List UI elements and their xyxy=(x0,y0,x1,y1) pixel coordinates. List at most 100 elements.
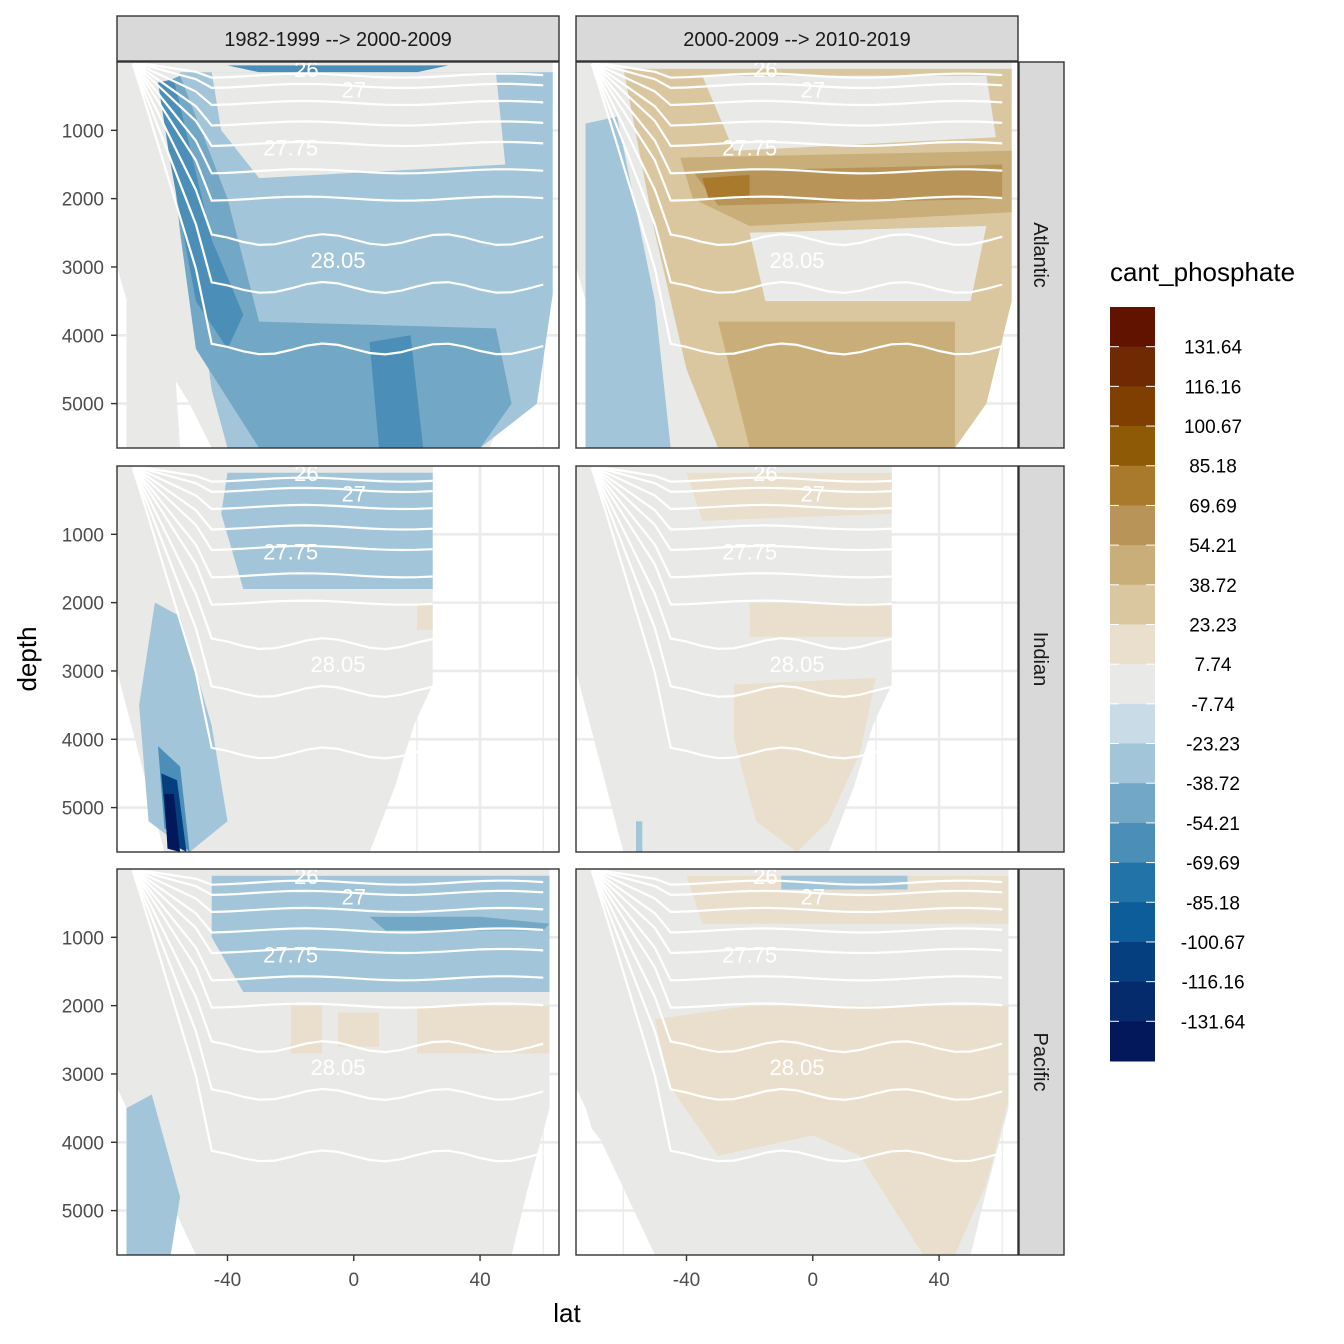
legend-label: 100.67 xyxy=(1184,417,1242,438)
contour-fill xyxy=(164,793,181,852)
isopycnal-line xyxy=(132,466,433,483)
isopycnal-label: 27.75 xyxy=(263,942,318,967)
contour-fill xyxy=(126,103,181,448)
isopycnal-line xyxy=(590,63,1003,295)
isopycnal-line xyxy=(131,467,433,760)
y-tick-label: 3000 xyxy=(62,1065,104,1086)
legend-label: -100.67 xyxy=(1181,933,1245,954)
isopycnal-label: 26 xyxy=(753,57,777,82)
legend-label: 7.74 xyxy=(1195,655,1232,676)
isopycnal-line xyxy=(132,63,544,127)
isopycnal-line xyxy=(591,62,1003,107)
isopycnal-label: 26 xyxy=(294,461,318,486)
legend-swatch xyxy=(1110,862,1155,903)
col-strip-1-label: 1982-1999 --> 2000-2009 xyxy=(224,29,451,51)
isopycnal-line xyxy=(590,870,1003,1163)
isopycnal-line xyxy=(131,870,544,1054)
legend-swatch xyxy=(1110,822,1155,864)
contour-fill xyxy=(221,472,433,589)
y-tick-label: 5000 xyxy=(62,799,104,820)
legend-label: 38.72 xyxy=(1189,576,1237,597)
contour-fill xyxy=(636,821,643,852)
isopycnal-line xyxy=(591,467,892,552)
contour-fill xyxy=(654,1005,1009,1255)
contour-fill xyxy=(211,875,550,992)
panel-border xyxy=(116,61,560,449)
legend-swatch xyxy=(1110,902,1155,943)
isopycnal-line xyxy=(591,466,892,511)
legend-swatch xyxy=(1110,465,1155,506)
row-strip-2 xyxy=(1018,465,1065,853)
contour-fill xyxy=(781,875,908,890)
legend-swatch xyxy=(1110,664,1155,705)
isopycnal-line xyxy=(591,466,892,494)
isopycnal-line xyxy=(131,870,544,1009)
isopycnal-label: 28.05 xyxy=(769,1055,824,1080)
panel-3: 26 27 27.75 28.05 xyxy=(117,461,559,852)
isopycnal-label: 28.05 xyxy=(769,652,824,677)
panel-border xyxy=(116,465,560,853)
isopycnal-label: 27 xyxy=(801,481,825,506)
contour-fill xyxy=(585,116,671,448)
legend-label: 54.21 xyxy=(1189,536,1237,557)
isopycnal-label: 27 xyxy=(801,884,825,909)
y-tick-label: 4000 xyxy=(62,326,104,347)
isopycnal-line xyxy=(590,467,892,699)
panel-5: 26 27 27.75 28.05 xyxy=(117,869,559,1255)
isopycnal-line xyxy=(131,63,544,295)
legend-swatch xyxy=(1110,743,1155,784)
isopycnal-line xyxy=(132,467,433,531)
legend-swatch xyxy=(1110,545,1155,586)
legend-swatch xyxy=(1110,783,1155,824)
isopycnal-label: 27 xyxy=(342,481,366,506)
isopycnal-line xyxy=(131,870,544,1163)
panel-4: 26 27 27.75 28.05 xyxy=(576,461,1018,852)
isopycnal-line xyxy=(590,467,892,760)
legend-label: -23.23 xyxy=(1186,735,1240,756)
isopycnal-line xyxy=(131,467,433,579)
isopycnal-line xyxy=(132,62,544,90)
isopycnal-line xyxy=(131,467,433,651)
isopycnal-line xyxy=(590,870,1003,1102)
y-tick-label: 1000 xyxy=(62,928,104,949)
isopycnal-line xyxy=(591,62,1003,90)
legend-swatch xyxy=(1110,307,1155,348)
axes: 1000200030004000500010002000300040005000… xyxy=(62,121,950,1291)
isopycnal-line xyxy=(132,467,433,552)
y-tick-label: 3000 xyxy=(62,258,104,279)
panels: 26 27 27.75 28.05 26 27 27.75 28.05 26 27 27.75 28.… xyxy=(116,57,1019,1256)
contour-fill xyxy=(211,72,506,179)
isopycnal-line xyxy=(131,63,544,175)
isopycnal-line xyxy=(131,870,544,982)
isopycnal-line xyxy=(591,63,1003,148)
y-tick-label: 4000 xyxy=(62,1133,104,1154)
row-strip-1-label: Atlantic xyxy=(1029,222,1051,288)
x-tick-label: 40 xyxy=(470,1270,491,1291)
y-tick-label: 4000 xyxy=(62,730,104,751)
isopycnal-label: 27.75 xyxy=(722,539,777,564)
isopycnal-line xyxy=(132,466,433,511)
legend: cant_phosphate 131.64 116.16 100.67 85.18 69… xyxy=(1110,257,1295,1062)
row-strip-1 xyxy=(1018,61,1065,449)
contour-fill xyxy=(369,335,424,448)
isopycnal-label: 26 xyxy=(753,864,777,889)
x-tick-label: 0 xyxy=(348,1270,359,1291)
isopycnal-line xyxy=(591,467,892,531)
isopycnal-line xyxy=(131,63,544,247)
y-tick-label: 2000 xyxy=(62,997,104,1018)
contour-fill xyxy=(164,75,512,448)
isopycnal-line xyxy=(132,870,544,934)
isopycnal-label: 26 xyxy=(753,461,777,486)
y-axis-label: depth xyxy=(12,626,42,691)
isopycnal-line xyxy=(590,63,1003,247)
panel-border xyxy=(116,868,560,1256)
contour-fill xyxy=(749,226,987,302)
isopycnal-line xyxy=(132,62,544,79)
column-strips: 1982-1999 --> 2000-2009 2000-2009 --> 20… xyxy=(116,15,1019,62)
contour-fill xyxy=(227,65,449,73)
isopycnal-line xyxy=(131,63,544,356)
isopycnal-line xyxy=(590,870,1003,1009)
isopycnal-line xyxy=(590,870,1003,1054)
y-tick-label: 5000 xyxy=(62,1202,104,1223)
legend-label: -85.18 xyxy=(1186,893,1240,914)
